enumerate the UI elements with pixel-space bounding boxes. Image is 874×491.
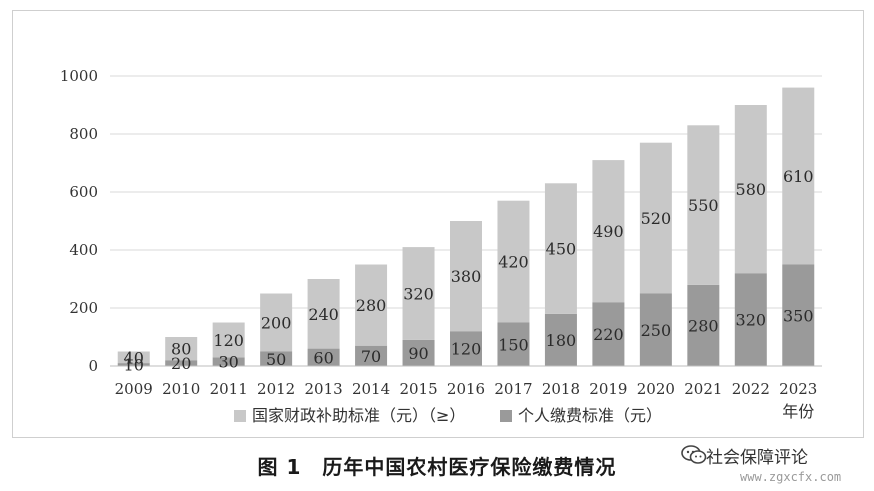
bar-segment-subsidy — [212, 322, 245, 358]
data-label-subsidy: 280 — [356, 296, 387, 315]
x-tick-label: 2015 — [399, 380, 437, 398]
bar-segment-personal — [212, 357, 245, 366]
bar-segment-subsidy — [402, 247, 435, 340]
bar-segment-personal — [544, 313, 577, 366]
data-label-subsidy: 320 — [403, 285, 434, 304]
bar-segment-subsidy — [307, 279, 340, 349]
data-label-subsidy: 550 — [688, 196, 719, 215]
y-tick-label: 800 — [69, 125, 98, 143]
x-tick-label: 2010 — [162, 380, 200, 398]
bar-segment-subsidy — [450, 221, 482, 332]
data-label-personal: 50 — [266, 350, 286, 369]
data-label-subsidy: 610 — [783, 167, 814, 186]
data-label-subsidy: 420 — [498, 253, 529, 272]
bar-segment-subsidy — [117, 351, 150, 364]
bar-segment-subsidy — [687, 125, 720, 285]
data-label-subsidy: 580 — [736, 180, 767, 199]
bar-segment-subsidy — [592, 160, 625, 303]
data-label-subsidy: 80 — [171, 340, 191, 359]
bar-segment-subsidy — [782, 87, 815, 265]
bar-segment-subsidy — [544, 183, 577, 314]
bar-segment-personal — [450, 331, 482, 366]
data-label-personal: 30 — [218, 353, 238, 372]
bar-segment-personal — [355, 345, 388, 366]
data-label-subsidy: 120 — [213, 331, 244, 350]
x-tick-label: 2017 — [494, 380, 532, 398]
bar-segment-subsidy — [639, 142, 672, 294]
data-label-personal: 250 — [641, 321, 672, 340]
x-tick-label: 2012 — [257, 380, 295, 398]
bar-segment-personal — [734, 273, 767, 366]
bar-segment-subsidy — [165, 337, 198, 361]
x-axis-unit: 年份 — [782, 402, 814, 421]
data-label-subsidy: 40 — [124, 348, 144, 367]
y-tick-label: 200 — [69, 299, 98, 317]
legend-swatch — [500, 410, 512, 422]
y-tick-label: 600 — [69, 183, 98, 201]
data-label-subsidy: 380 — [451, 267, 482, 286]
data-label-personal: 150 — [498, 335, 529, 354]
wechat-icon — [681, 445, 707, 464]
bar-segment-personal — [117, 363, 150, 366]
legend-label: 个人缴费标准（元） — [518, 406, 662, 425]
x-tick-label: 2014 — [352, 380, 390, 398]
x-tick-label: 2018 — [542, 380, 580, 398]
bar-segment-personal — [165, 360, 198, 366]
data-label-subsidy: 450 — [546, 240, 577, 259]
bar-segment-subsidy — [497, 200, 530, 323]
bar-segment-personal — [402, 339, 435, 366]
legend-label: 国家财政补助标准（元）（≥） — [252, 406, 465, 425]
data-label-subsidy: 200 — [261, 314, 292, 333]
legend-swatch — [234, 410, 246, 422]
bar-segment-personal — [782, 264, 815, 366]
data-label-personal: 280 — [688, 316, 719, 335]
y-tick-label: 400 — [69, 241, 98, 259]
x-tick-label: 2009 — [115, 380, 153, 398]
x-tick-label: 2013 — [305, 380, 343, 398]
data-label-personal: 70 — [361, 347, 381, 366]
watermark-name: 社会保障评论 — [706, 448, 808, 468]
x-tick-label: 2016 — [447, 380, 485, 398]
data-label-personal: 120 — [451, 340, 482, 359]
data-label-personal: 90 — [408, 344, 428, 363]
y-tick-label: 0 — [88, 357, 98, 375]
data-label-personal: 320 — [736, 311, 767, 330]
x-tick-label: 2022 — [732, 380, 770, 398]
bar-segment-personal — [687, 284, 720, 366]
data-label-personal: 220 — [593, 325, 624, 344]
figure-caption: 图 1 历年中国农村医疗保险缴费情况 — [257, 455, 617, 479]
bar-segment-personal — [592, 302, 625, 366]
bar-segment-personal — [260, 351, 293, 366]
bar-segment-personal — [639, 293, 672, 366]
bar-segment-subsidy — [734, 105, 767, 274]
watermark-url: www.zgxcfx.com — [740, 470, 842, 484]
data-label-personal: 180 — [546, 331, 577, 350]
data-label-personal: 350 — [783, 306, 814, 325]
data-label-personal: 20 — [171, 354, 191, 373]
bar-segment-personal — [497, 322, 530, 366]
x-tick-label: 2019 — [589, 380, 627, 398]
bar-segment-subsidy — [355, 264, 388, 346]
bar-segment-subsidy — [260, 293, 293, 352]
data-label-personal: 60 — [313, 348, 333, 367]
bar-segment-personal — [307, 348, 340, 366]
y-tick-label: 1000 — [60, 67, 98, 85]
data-label-subsidy: 490 — [593, 222, 624, 241]
data-label-subsidy: 520 — [641, 209, 672, 228]
x-tick-label: 2021 — [684, 380, 722, 398]
x-tick-label: 2020 — [637, 380, 675, 398]
data-label-personal: 10 — [124, 356, 144, 375]
x-tick-label: 2023 — [779, 380, 817, 398]
chart-frame — [12, 10, 864, 438]
x-tick-label: 2011 — [210, 380, 248, 398]
data-label-subsidy: 240 — [308, 305, 339, 324]
